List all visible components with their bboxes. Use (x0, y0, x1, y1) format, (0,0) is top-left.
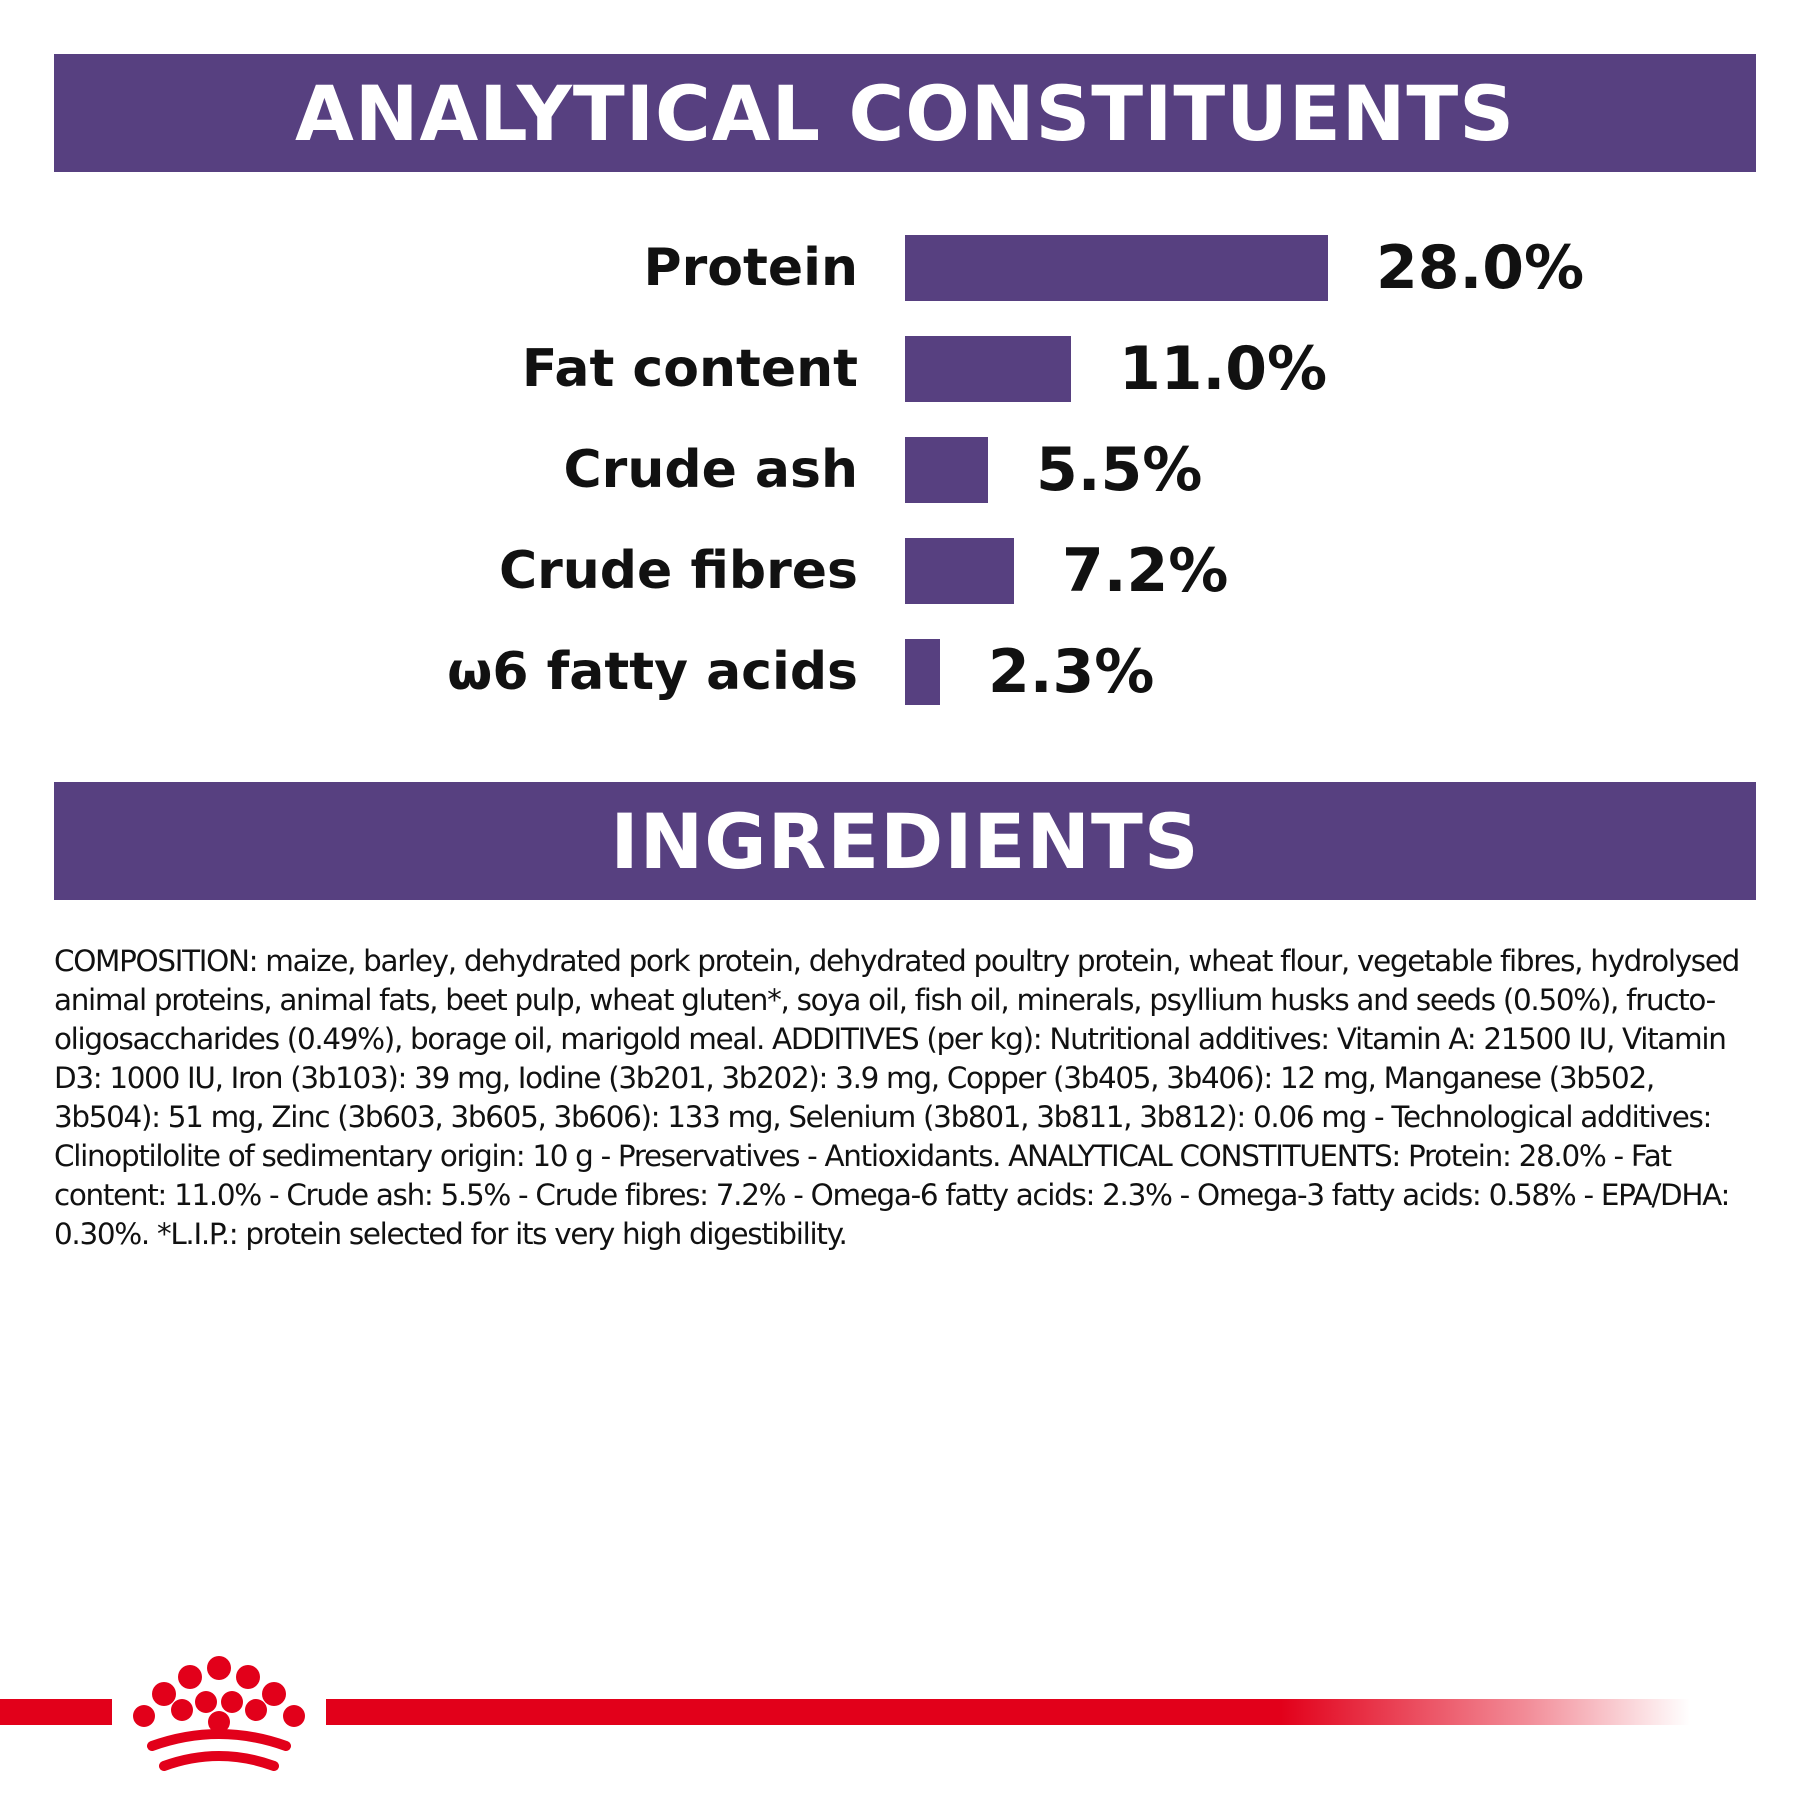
constituent-row: Protein 28.0% (0, 235, 1800, 301)
constituent-label: ω6 fatty acids (447, 642, 858, 702)
ingredients-title: INGREDIENTS (610, 796, 1200, 886)
composition-text: COMPOSITION: maize, barley, dehydrated p… (54, 944, 1740, 1251)
constituent-value: 7.2% (1062, 536, 1229, 606)
constituent-value: 2.3% (988, 637, 1155, 707)
constituent-row: Fat content 11.0% (0, 336, 1800, 402)
constituent-label: Crude ash (563, 440, 858, 500)
ingredients-banner: INGREDIENTS (54, 782, 1756, 900)
constituent-row: Crude ash 5.5% (0, 437, 1800, 503)
constituent-label: Crude fibres (498, 541, 858, 601)
royal-canin-crown-icon (133, 1656, 305, 1771)
constituent-row: Crude fibres 7.2% (0, 538, 1800, 604)
red-rule-left (0, 1699, 112, 1725)
analytical-constituents-title: ANALYTICAL CONSTITUENTS (295, 68, 1515, 158)
constituent-bar (905, 235, 1328, 301)
constituent-value: 28.0% (1376, 233, 1585, 303)
constituent-value: 5.5% (1036, 435, 1203, 505)
constituent-bar (905, 437, 988, 503)
red-rule-right (326, 1699, 1690, 1725)
constituent-label: Protein (643, 238, 858, 298)
constituent-bar (905, 336, 1071, 402)
analytical-constituents-banner: ANALYTICAL CONSTITUENTS (54, 54, 1756, 172)
constituent-bar (905, 538, 1014, 604)
constituent-row: ω6 fatty acids 2.3% (0, 639, 1800, 705)
constituent-bar (905, 639, 940, 705)
constituent-value: 11.0% (1119, 334, 1328, 404)
constituent-label: Fat content (521, 339, 858, 399)
